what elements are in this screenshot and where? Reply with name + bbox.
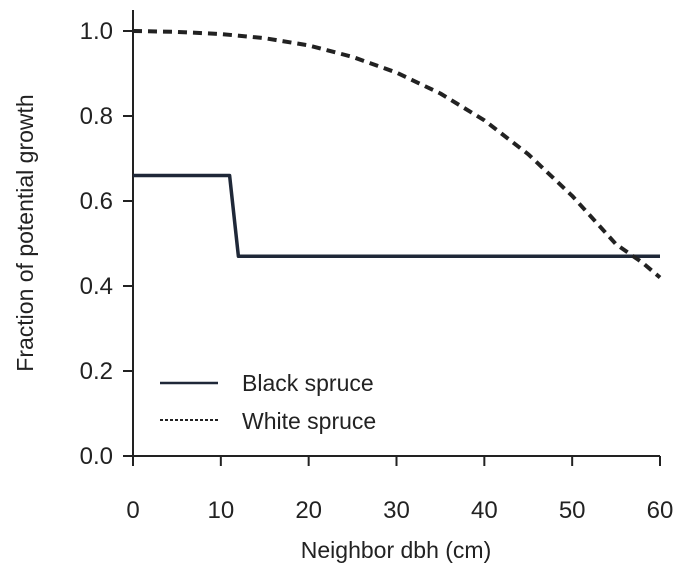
y-axis-title: Fraction of potential growth [12,94,38,371]
x-axis-title: Neighbor dbh (cm) [301,537,491,563]
x-tick-label: 60 [647,497,674,524]
x-tick-label: 50 [559,497,586,524]
x-tick-label: 20 [295,497,322,524]
legend: Black spruce White spruce [160,370,376,434]
x-tick-label: 0 [126,497,139,524]
y-tick-label: 0.2 [80,358,113,385]
y-tick-label: 0.4 [80,273,113,300]
axes-group [132,10,660,457]
y-tick-label: 0.0 [80,443,113,470]
y-ticks: 0.0 0.2 0.4 0.6 0.8 1.0 [80,18,133,470]
legend-label-white-spruce: White spruce [242,408,376,434]
legend-label-black-spruce: Black spruce [242,370,374,396]
series-line-black-spruce [133,173,660,259]
x-tick-label: 40 [471,497,498,524]
series-line-white-spruce [132,29,662,280]
series-layer [132,29,662,280]
y-tick-label: 1.0 [80,18,113,45]
y-tick-label: 0.6 [80,188,113,215]
x-ticks: 0 10 20 30 40 50 60 [126,456,673,524]
y-tick-label: 0.8 [80,103,113,130]
x-tick-label: 30 [383,497,410,524]
x-tick-label: 10 [207,497,234,524]
